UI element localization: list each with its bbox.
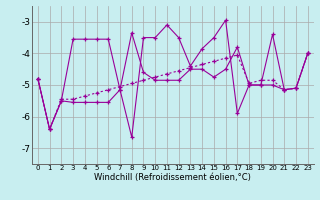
X-axis label: Windchill (Refroidissement éolien,°C): Windchill (Refroidissement éolien,°C) xyxy=(94,173,251,182)
